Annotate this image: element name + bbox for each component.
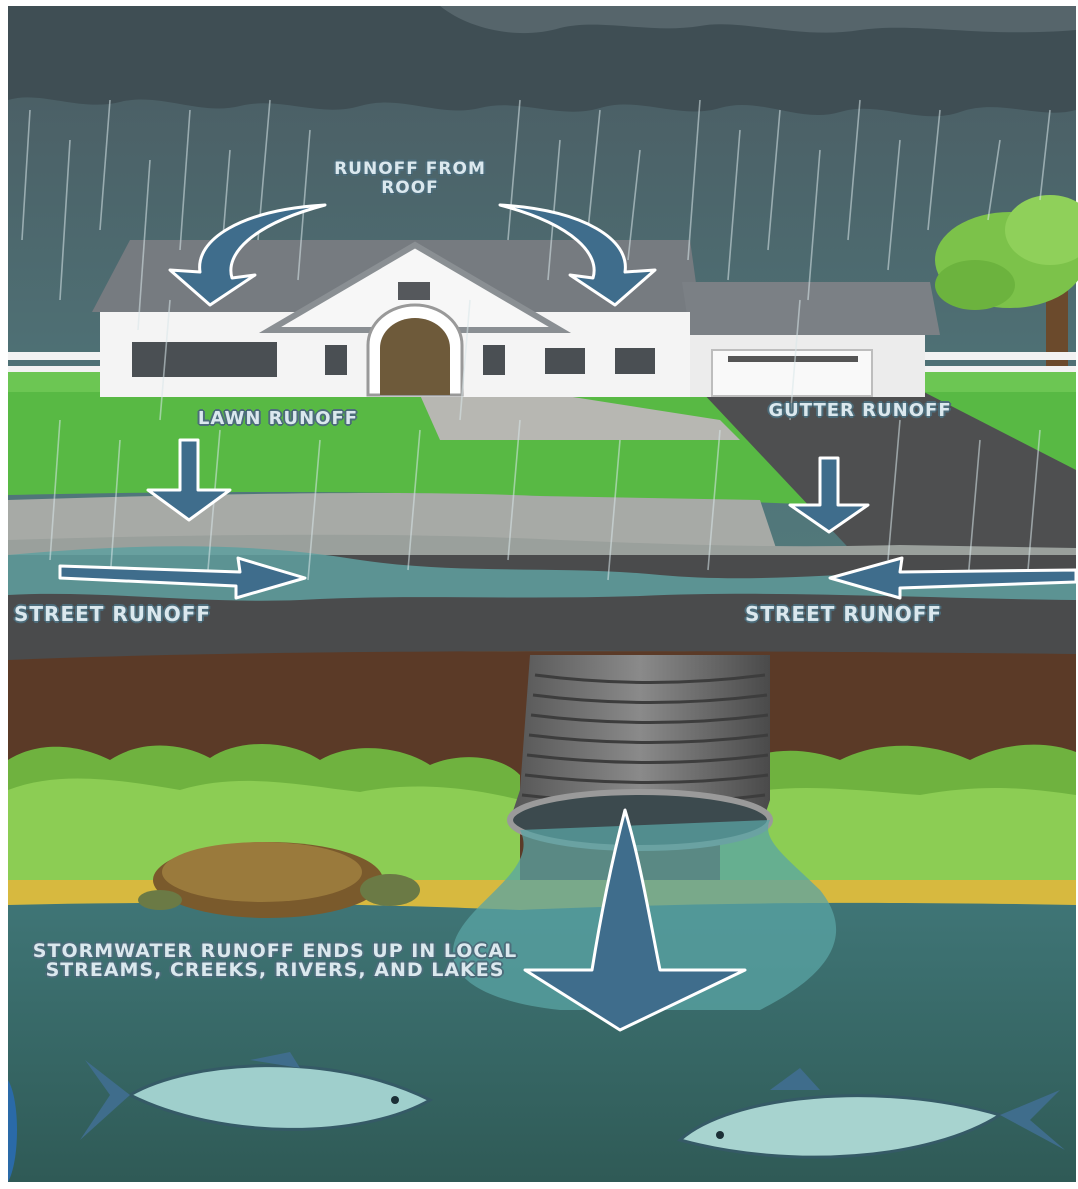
turtle [138, 842, 420, 918]
fish-left [80, 1052, 434, 1140]
lawn-runoff-label: LAWN RUNOFF [197, 408, 359, 429]
street-arrow-left-icon [828, 556, 1078, 600]
shrubs-right [720, 744, 1076, 880]
outflow-arrow-down-icon [523, 808, 747, 1032]
corner-swoosh [8, 1080, 17, 1182]
flow-arrows [58, 203, 1078, 1032]
rain [21, 99, 1051, 581]
house [92, 240, 940, 397]
street-runoff-right-label: STREET RUNOFF [745, 602, 943, 626]
walkway [420, 395, 740, 440]
roof-arrow-right-icon [498, 203, 657, 307]
storm-drain-pipe [507, 655, 773, 851]
roof-arrow-left-icon [168, 203, 327, 307]
picket-fence [8, 352, 1076, 372]
driveway [700, 390, 1076, 560]
storm-clouds [8, 6, 1076, 117]
lawn-arrow-down-icon [146, 438, 232, 522]
tree [935, 195, 1078, 380]
street-runoff-left-label: STREET RUNOFF [14, 602, 212, 626]
stormwater-label: STORMWATER RUNOFF ENDS UP IN LOCAL STREA… [32, 940, 518, 981]
gutter-arrow-down-icon [788, 456, 870, 534]
gutter-runoff-label: GUTTER RUNOFF [768, 400, 952, 421]
shrubs-left [8, 743, 520, 880]
roof-runoff-label: RUNOFF FROM ROOF [334, 159, 486, 199]
street-arrow-right-icon [58, 556, 307, 600]
fish-right [676, 1068, 1065, 1159]
